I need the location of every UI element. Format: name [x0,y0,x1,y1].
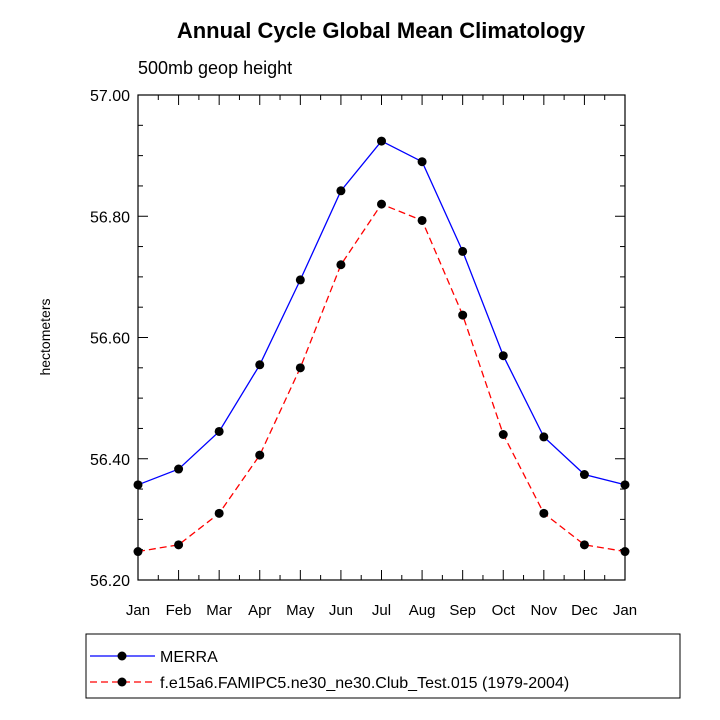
data-point [417,215,427,225]
data-point [620,480,630,490]
data-point [214,426,224,436]
data-point [377,136,386,146]
y-tick-labels: 56.20 56.40 56.60 56.80 57.00 [90,88,130,590]
y-tick-label: 56.60 [90,331,130,348]
data-point [214,508,224,518]
legend-label: f.e15a6.FAMIPC5.ne30_ne30.Club_Test.015 … [160,675,569,692]
y-tick-label: 56.20 [90,573,130,590]
data-point [255,450,265,460]
x-tick-label: Sep [449,602,476,619]
data-point [133,547,143,557]
x-tick-label: Jan [126,602,150,619]
data-point [579,470,589,480]
x-tick-label: Mar [206,602,232,619]
data-point [295,275,305,285]
x-tick-label: Jan [613,602,637,619]
data-point [458,246,468,256]
legend-box [85,633,681,699]
legend-marker [117,677,127,687]
legend-marker [117,651,127,661]
data-point [295,363,305,373]
x-tick-label: Oct [492,602,516,619]
y-axis-label: hectometers [37,298,53,375]
y-tick-label: 57.00 [90,88,130,105]
legend-label: MERRA [160,649,218,666]
data-point [336,186,346,196]
data-point [133,480,143,490]
data-point [579,540,589,550]
data-point [377,199,386,209]
x-tick-label: May [286,602,315,619]
data-point [620,547,630,557]
data-point [417,157,427,167]
x-tick-label: Dec [571,602,598,619]
x-tick-label: Jul [372,602,391,619]
chart-subtitle: 500mb geop height [138,58,292,78]
data-point [174,540,184,550]
y-tick-label: 56.80 [90,209,130,226]
legend: MERRA f.e15a6.FAMIPC5.ne30_ne30.Club_Test… [90,649,569,692]
data-point [539,432,549,442]
data-point [255,360,265,370]
tick-marks [137,94,626,581]
chart-title: Annual Cycle Global Mean Climatology [177,18,586,43]
series-markers [133,136,630,557]
data-point [336,260,346,270]
data-point [174,464,184,474]
data-point [458,310,468,320]
x-tick-label: Nov [530,602,557,619]
series-line-0 [137,140,626,486]
x-tick-labels: Jan Feb Mar Apr May Jun Jul Aug Sep Oct Nov Dec Jan [126,602,637,619]
x-tick-label: Feb [166,602,192,619]
x-tick-label: Jun [329,602,353,619]
x-tick-label: Aug [409,602,436,619]
data-point [498,430,508,439]
y-tick-label: 56.40 [90,452,130,469]
x-tick-label: Apr [248,602,271,619]
plot-frame [137,94,626,581]
data-point [539,508,549,518]
data-point [498,351,508,361]
series-line-1 [137,203,626,553]
